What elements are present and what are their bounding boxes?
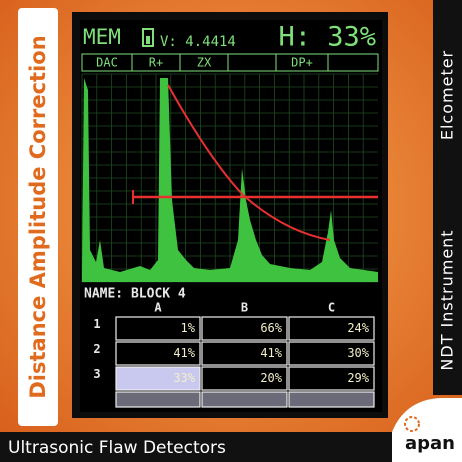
voltage: V: 4.4414 [160,34,236,50]
cell: 66% [260,321,282,335]
cell: 24% [347,321,369,335]
category: NDT Instrument [438,229,457,370]
cell: 29% [347,371,369,385]
side-title: Distance Amplitude Correction [26,35,50,398]
battery-level [146,36,150,44]
cell-box [115,366,201,391]
cell-box [288,391,375,408]
row-label: 2 [93,342,100,356]
title-panel [18,8,58,426]
cell-box [115,316,201,341]
row-label: 1 [93,317,100,331]
tab[interactable]: DP+ [291,56,313,70]
mode: MEM [83,25,121,49]
cell-box [288,316,375,341]
logo: apan [405,433,455,454]
cell-box [201,341,288,366]
cell-box [288,341,375,366]
tab[interactable]: R+ [149,56,163,70]
cell-box [288,366,375,391]
reading-table: A B C 1 1% 66% 24% 2 41% 41% 30% 3 33% 20% 29% [93,301,375,408]
column-header: A [154,301,162,315]
brand: Elcometer [438,50,457,140]
cell: 30% [347,346,369,360]
tab[interactable]: ZX [197,56,212,70]
cell-box [201,316,288,341]
cell: 1% [181,321,196,335]
footer-text: Ultrasonic Flaw Detectors [8,438,226,458]
cell-box [115,391,201,408]
logo-bg [392,398,462,462]
tab[interactable]: DAC [96,56,118,70]
brand-strip [433,0,462,395]
dac-curve [167,84,331,241]
cell: 20% [260,371,282,385]
footer-band [0,432,392,462]
gain: H: 33% [278,22,376,53]
column-header: C [328,301,335,315]
cell: 41% [173,346,195,360]
logo-icon [404,416,420,432]
battery-icon [142,28,154,47]
cell: 41% [260,346,282,360]
cell: 33% [173,371,195,385]
cell-box [201,366,288,391]
block-name: NAME: BLOCK 4 [84,287,186,302]
column-header: B [241,301,248,315]
tab-bar [81,53,379,72]
cell-box [115,341,201,366]
row-label: 3 [93,367,100,381]
cell-box [201,391,288,408]
